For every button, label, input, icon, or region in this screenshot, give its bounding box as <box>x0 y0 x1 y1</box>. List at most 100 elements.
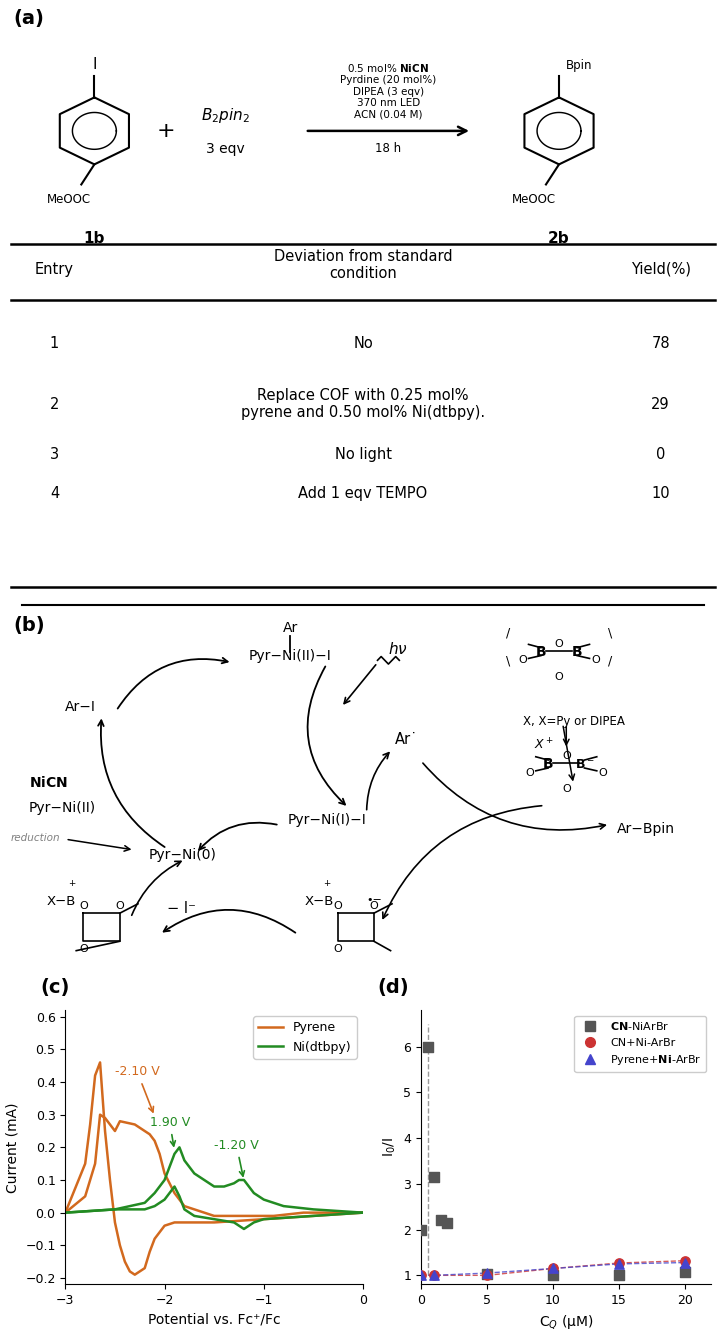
Text: \: \ <box>608 628 612 640</box>
Text: O: O <box>333 943 342 954</box>
Point <box>428 1264 440 1286</box>
Text: 0.5 mol% $\mathbf{NiCN}$
Pyrdine (20 mol%)
DIPEA (3 eqv)
370 nm LED
ACN (0.04 M): 0.5 mol% $\mathbf{NiCN}$ Pyrdine (20 mol… <box>340 62 436 120</box>
Text: +: + <box>156 120 175 140</box>
Text: $^+$: $^+$ <box>68 880 78 892</box>
Point <box>415 1264 427 1286</box>
Point <box>435 1210 446 1231</box>
Text: MeOOC: MeOOC <box>512 193 555 206</box>
Text: O: O <box>370 900 378 911</box>
X-axis label: C$_Q$ (μM): C$_Q$ (μM) <box>539 1313 594 1331</box>
Text: O: O <box>526 768 534 777</box>
Text: B: B <box>543 757 553 771</box>
Text: 2b: 2b <box>548 231 570 246</box>
Text: Ar−Bpin: Ar−Bpin <box>617 822 675 836</box>
Text: No: No <box>353 336 373 351</box>
Point <box>613 1252 625 1274</box>
Text: (c): (c) <box>40 978 69 997</box>
Text: O: O <box>333 900 342 911</box>
Text: Pyr−Ni(II)−I: Pyr−Ni(II)−I <box>249 649 332 662</box>
Text: I: I <box>92 56 97 72</box>
Y-axis label: I$_0$/I: I$_0$/I <box>381 1137 398 1157</box>
Point <box>428 1167 440 1188</box>
Point <box>428 1264 440 1286</box>
Point <box>547 1258 559 1279</box>
Point <box>680 1250 691 1271</box>
X-axis label: Potential vs. Fc⁺/Fc: Potential vs. Fc⁺/Fc <box>148 1313 280 1327</box>
Text: (a): (a) <box>13 9 44 28</box>
Text: Pyr−Ni(0): Pyr−Ni(0) <box>149 848 216 862</box>
Text: /: / <box>608 656 612 668</box>
Legend: Pyrene, Ni(dtbpy): Pyrene, Ni(dtbpy) <box>253 1017 356 1058</box>
Text: $\mathbf{NiCN}$: $\mathbf{NiCN}$ <box>29 775 68 789</box>
Text: reduction: reduction <box>11 834 60 843</box>
Text: $^+$: $^+$ <box>322 880 332 892</box>
Point <box>415 1264 427 1286</box>
Text: 78: 78 <box>651 336 670 351</box>
Text: 1b: 1b <box>83 231 105 246</box>
Text: Entry: Entry <box>35 262 74 277</box>
Text: Ar−I: Ar−I <box>65 700 95 714</box>
Text: O: O <box>115 900 124 911</box>
Text: MeOOC: MeOOC <box>47 193 91 206</box>
Legend: $\mathbf{CN}$-NiArBr, CN+Ni-ArBr, Pyrene+$\mathbf{Ni}$-ArBr: $\mathbf{CN}$-NiArBr, CN+Ni-ArBr, Pyrene… <box>574 1016 706 1072</box>
Text: B$^-$: B$^-$ <box>574 757 595 771</box>
Point <box>441 1212 453 1234</box>
Text: Add 1 eqv TEMPO: Add 1 eqv TEMPO <box>298 486 428 500</box>
Text: $X^+$: $X^+$ <box>534 737 555 752</box>
Text: 2: 2 <box>50 397 59 412</box>
Text: (d): (d) <box>378 978 409 997</box>
Text: O: O <box>562 784 571 793</box>
Text: •−: •− <box>367 895 383 904</box>
Text: $B_2pin_2$: $B_2pin_2$ <box>200 106 250 126</box>
Text: Pyr−Ni(II): Pyr−Ni(II) <box>29 801 96 815</box>
Point <box>547 1264 559 1286</box>
Point <box>547 1258 559 1279</box>
Text: 1: 1 <box>50 336 59 351</box>
Text: $h\nu$: $h\nu$ <box>388 641 408 657</box>
Text: Ar˙: Ar˙ <box>395 732 418 748</box>
Text: O: O <box>79 943 88 954</box>
Text: -2.10 V: -2.10 V <box>115 1065 160 1112</box>
Text: 4: 4 <box>50 486 59 500</box>
Point <box>481 1264 493 1286</box>
Text: O: O <box>555 672 563 681</box>
Point <box>680 1260 691 1282</box>
Text: O: O <box>598 768 607 777</box>
Text: 0: 0 <box>656 447 665 462</box>
Text: O: O <box>591 656 600 665</box>
Text: 3 eqv: 3 eqv <box>205 142 245 157</box>
Point <box>481 1263 493 1284</box>
Text: O: O <box>562 752 571 761</box>
Text: O: O <box>555 640 563 649</box>
Text: -1.20 V: -1.20 V <box>214 1139 259 1176</box>
Text: No light: No light <box>335 447 391 462</box>
Text: /: / <box>506 628 510 640</box>
Text: Replace COF with 0.25 mol%
pyrene and 0.50 mol% Ni(dtbpy).: Replace COF with 0.25 mol% pyrene and 0.… <box>241 388 485 420</box>
Text: 10: 10 <box>651 486 670 500</box>
Text: 3: 3 <box>50 447 59 462</box>
Text: (b): (b) <box>13 615 45 634</box>
Text: 18 h: 18 h <box>375 142 401 155</box>
Text: X−B: X−B <box>305 895 334 909</box>
Text: Yield(%): Yield(%) <box>631 262 690 277</box>
Text: Bpin: Bpin <box>566 59 593 72</box>
Text: 29: 29 <box>651 397 670 412</box>
Point <box>422 1036 433 1057</box>
Text: \: \ <box>506 656 510 668</box>
Text: Deviation from standard
condition: Deviation from standard condition <box>274 249 452 281</box>
Text: 1.90 V: 1.90 V <box>150 1116 190 1147</box>
Point <box>613 1264 625 1286</box>
Text: O: O <box>518 656 527 665</box>
Y-axis label: Current (mA): Current (mA) <box>6 1103 20 1192</box>
Point <box>613 1254 625 1275</box>
Point <box>680 1252 691 1274</box>
Text: O: O <box>79 900 88 911</box>
Text: Ar: Ar <box>282 621 298 634</box>
Text: X−B: X−B <box>47 895 76 909</box>
Text: X, X=Py or DIPEA: X, X=Py or DIPEA <box>523 714 624 728</box>
Point <box>415 1219 427 1240</box>
Text: B: B <box>572 645 582 658</box>
Text: B: B <box>536 645 546 658</box>
Point <box>481 1262 493 1283</box>
Text: − I⁻: − I⁻ <box>167 900 196 917</box>
